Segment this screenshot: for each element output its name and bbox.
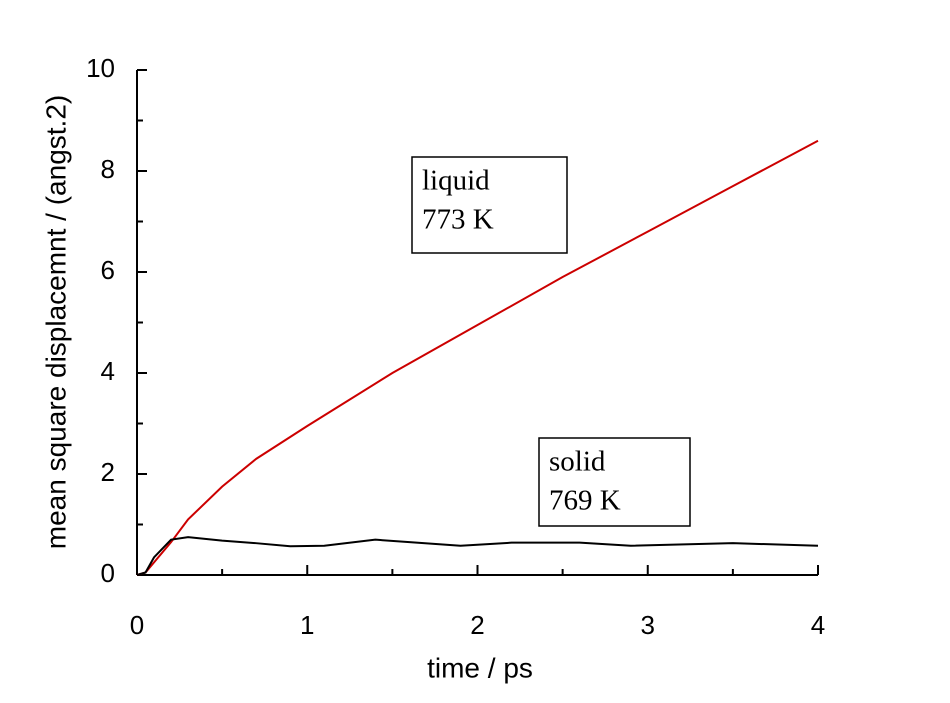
annotation-text: 769 K xyxy=(549,485,621,517)
annotation-box xyxy=(538,437,691,527)
y-tick-label: 4 xyxy=(101,356,115,386)
data-line xyxy=(136,139,819,576)
y-tick-label: 0 xyxy=(101,558,115,588)
y-tick-label: 6 xyxy=(101,255,115,285)
x-tick-label: 2 xyxy=(470,610,484,640)
annotation-text: solid xyxy=(549,446,606,478)
annotation-box xyxy=(411,156,568,254)
y-tick-label: 8 xyxy=(101,154,115,184)
x-tick-label: 3 xyxy=(641,610,655,640)
y-axis-label: mean square displacemnt / (angst.2) xyxy=(40,95,71,549)
y-tick-label: 10 xyxy=(86,53,115,83)
data-line xyxy=(136,536,819,576)
annotation-text: 773 K xyxy=(422,204,494,236)
x-tick-label: 1 xyxy=(300,610,314,640)
y-tick-label: 2 xyxy=(101,457,115,487)
x-tick-label: 4 xyxy=(811,610,825,640)
annotation-text: liquid xyxy=(422,165,490,197)
x-tick-label: 0 xyxy=(130,610,144,640)
x-axis-label: time / ps xyxy=(427,652,533,683)
